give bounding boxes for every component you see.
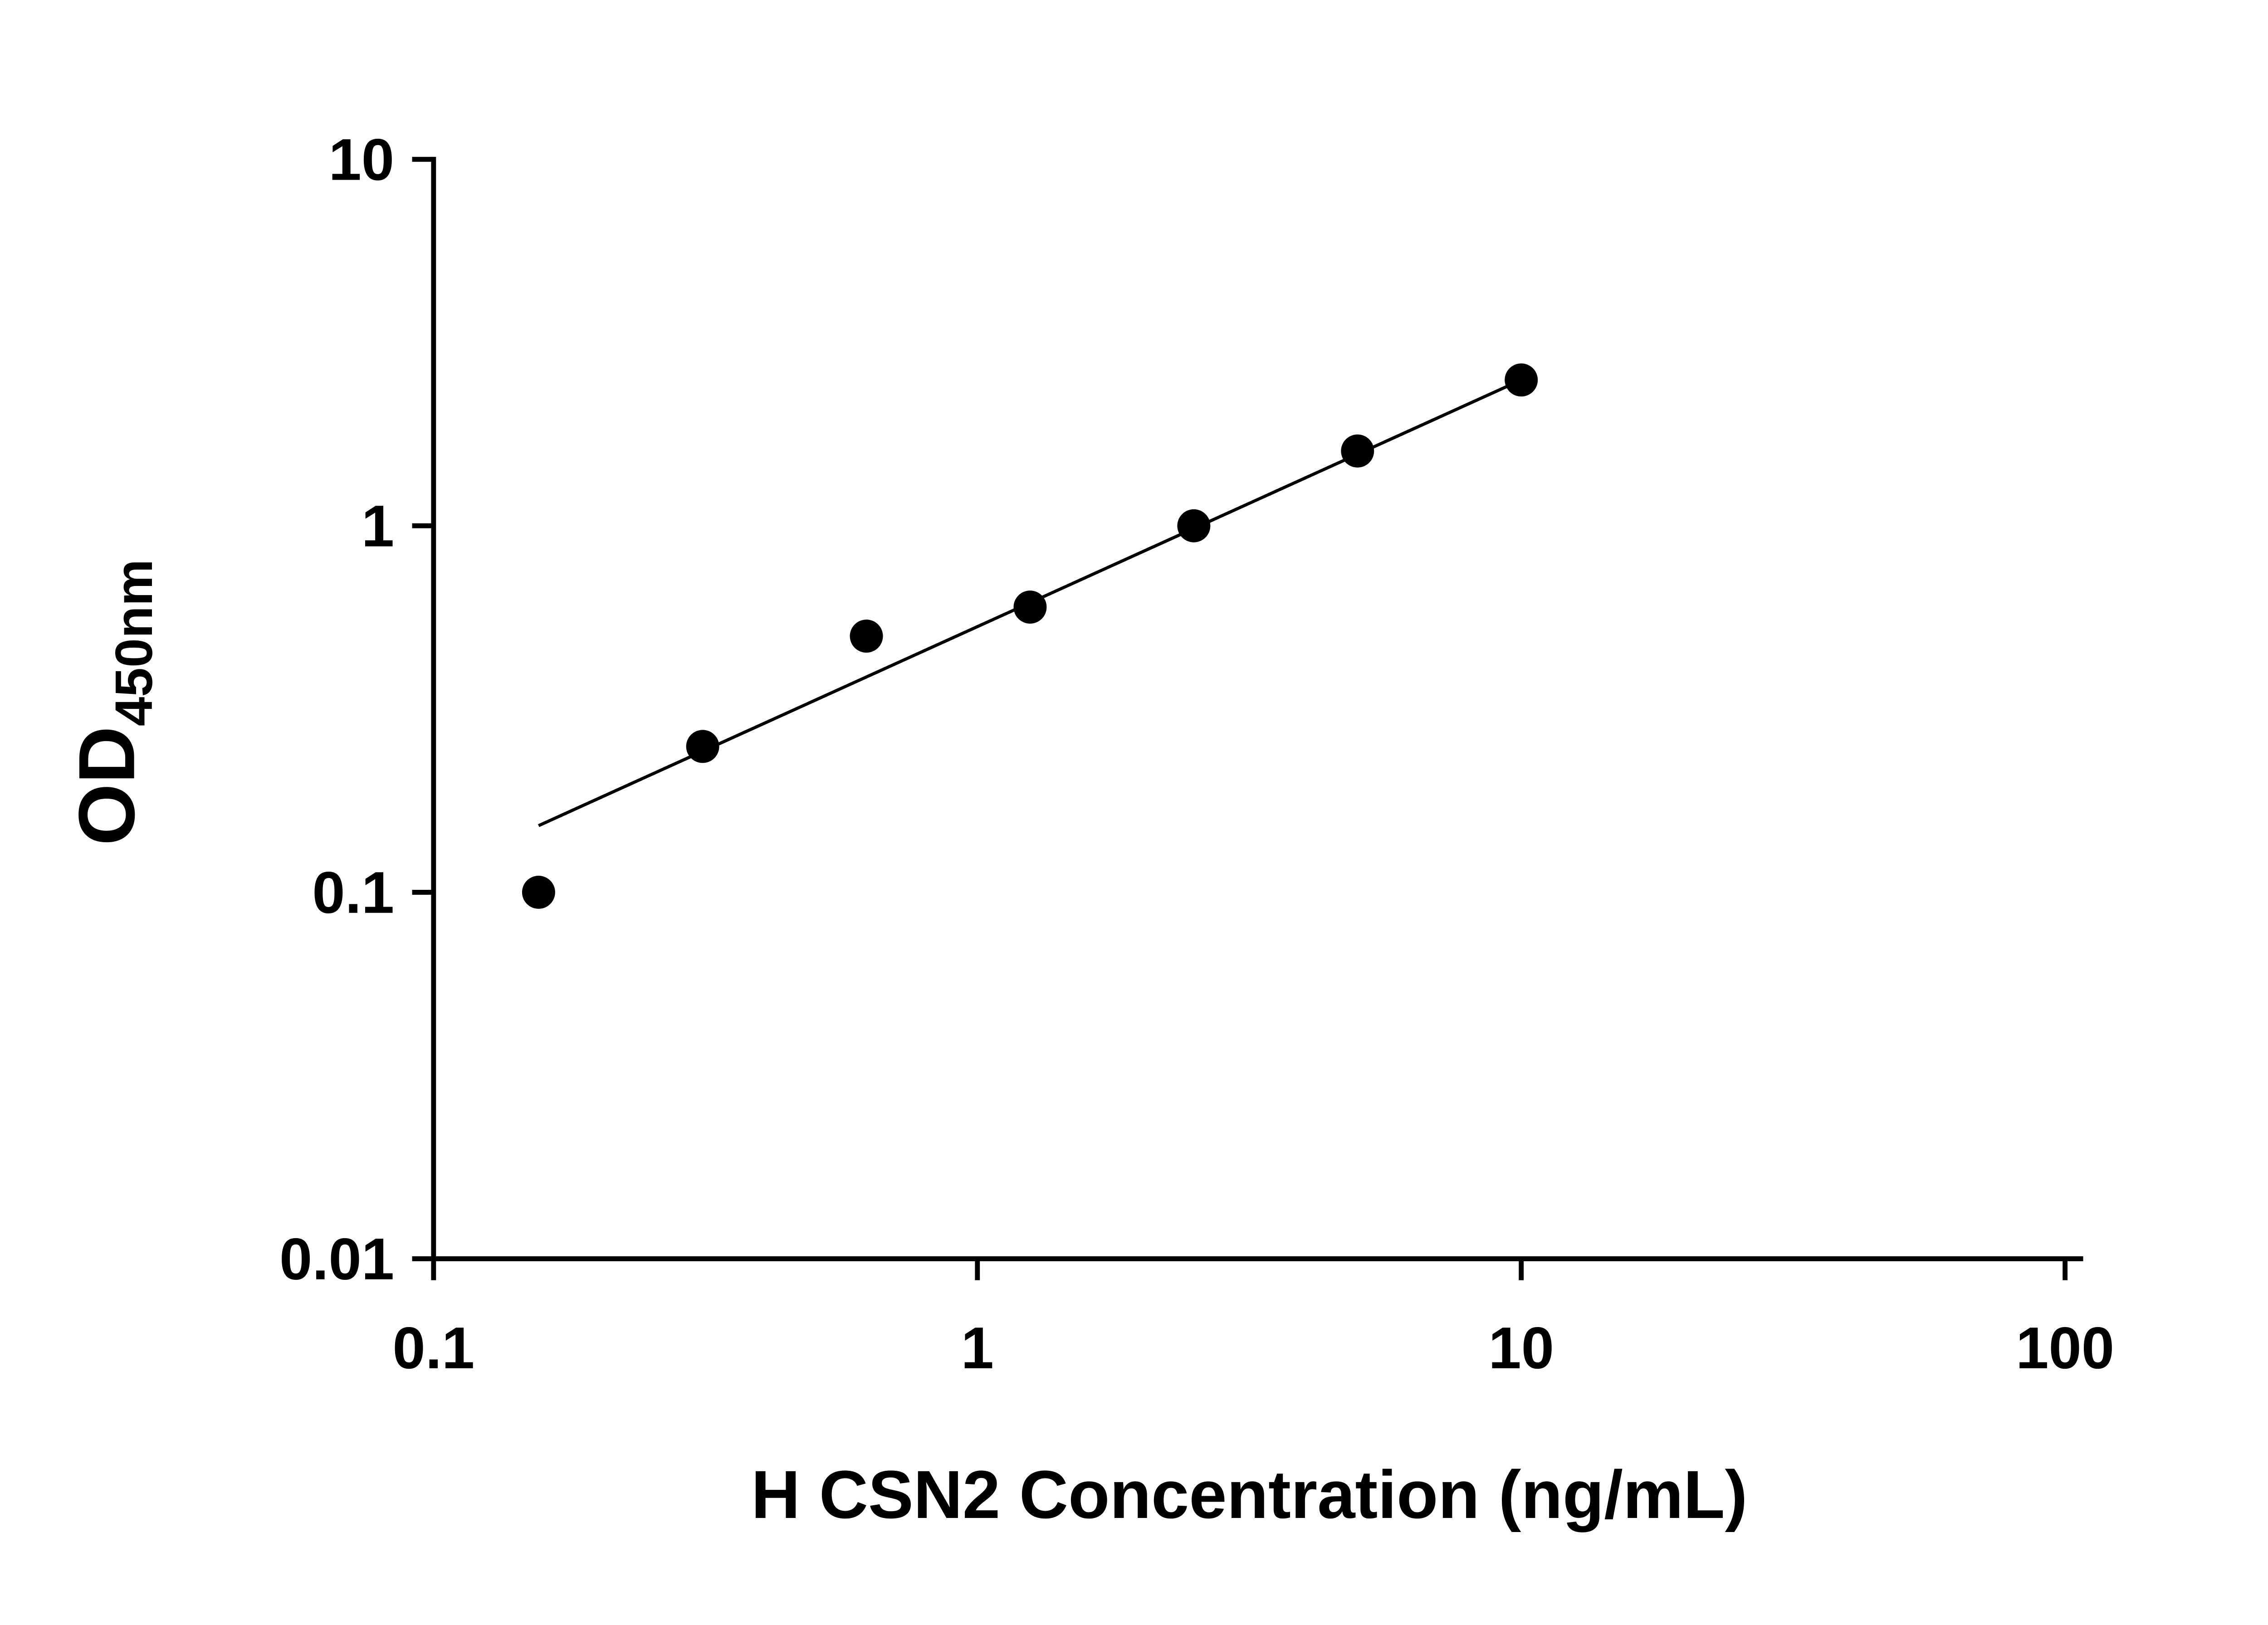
data-point xyxy=(1341,434,1374,468)
data-point xyxy=(1013,590,1047,624)
x-axis-title: H CSN2 Concentration (ng/mL) xyxy=(751,1456,1748,1532)
x-tick-label: 1 xyxy=(961,1315,994,1381)
y-axis-title-main: OD xyxy=(63,726,152,845)
x-tick-label: 0.1 xyxy=(392,1315,474,1381)
data-point xyxy=(850,620,883,653)
y-tick-label: 1 xyxy=(362,493,394,559)
data-point xyxy=(1177,509,1211,542)
data-point xyxy=(522,875,555,909)
y-axis-title-sub: 450nm xyxy=(104,559,163,726)
y-tick-label: 10 xyxy=(328,127,394,193)
plot-layer: 0.1 1 10 100 0.01 0.1 1 10 xyxy=(279,127,2114,1381)
data-point xyxy=(686,730,719,763)
x-tick-label: 10 xyxy=(1488,1315,1554,1381)
y-tick-label: 0.1 xyxy=(312,859,394,926)
axis-line xyxy=(431,156,2083,1261)
y-axis-title: OD450nm xyxy=(63,559,163,845)
y-tick-label: 0.01 xyxy=(279,1226,394,1292)
data-point xyxy=(1505,363,1538,397)
x-tick-label: 100 xyxy=(2016,1315,2114,1381)
